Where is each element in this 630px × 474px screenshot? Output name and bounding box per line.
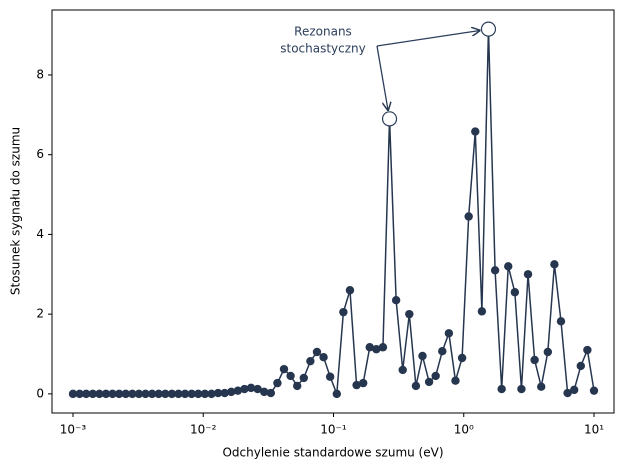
point xyxy=(266,388,276,398)
point xyxy=(207,389,216,399)
point xyxy=(431,371,440,381)
x-tick-label: 10⁻¹ xyxy=(320,423,347,437)
point xyxy=(510,288,520,297)
point xyxy=(418,351,427,361)
axes-frame xyxy=(51,9,615,414)
annotation-arrow xyxy=(376,45,388,111)
point xyxy=(174,389,183,399)
point xyxy=(497,384,506,394)
point xyxy=(471,127,480,136)
point xyxy=(246,383,256,393)
y-tick-label: 4 xyxy=(36,227,44,241)
series-line xyxy=(72,29,595,395)
point xyxy=(292,381,302,391)
point xyxy=(286,371,295,381)
point xyxy=(550,260,559,269)
point xyxy=(180,389,190,399)
y-tick-label: 8 xyxy=(36,67,44,81)
point xyxy=(444,329,454,338)
point xyxy=(81,389,91,399)
point xyxy=(68,389,78,399)
point xyxy=(187,389,196,399)
point xyxy=(260,387,269,397)
highlight-ring xyxy=(480,21,497,37)
point xyxy=(372,345,381,354)
point xyxy=(405,309,414,319)
point xyxy=(352,380,361,390)
y-tick-label: 2 xyxy=(36,307,44,321)
x-tick-label: 10⁻³ xyxy=(60,423,87,437)
point xyxy=(464,212,473,221)
point xyxy=(319,352,328,362)
point xyxy=(345,286,355,295)
point xyxy=(556,317,566,326)
point xyxy=(424,377,434,387)
point xyxy=(365,343,374,352)
point xyxy=(101,389,111,399)
point xyxy=(141,389,150,399)
point xyxy=(273,378,282,388)
point xyxy=(154,389,163,399)
point xyxy=(114,389,124,399)
point xyxy=(240,384,249,394)
point xyxy=(398,365,407,375)
point xyxy=(569,385,579,395)
point xyxy=(147,389,157,399)
point xyxy=(75,389,84,399)
point xyxy=(200,389,210,399)
point xyxy=(95,389,104,399)
point xyxy=(490,266,500,275)
point xyxy=(108,389,117,399)
x-tick-label: 10¹ xyxy=(584,423,604,437)
point xyxy=(325,372,335,381)
point xyxy=(88,389,97,399)
point xyxy=(121,389,130,399)
annotation-arrow xyxy=(376,30,481,47)
point xyxy=(477,307,487,316)
point xyxy=(576,361,585,371)
annotation-text: stochastyczny xyxy=(280,42,366,56)
point xyxy=(563,388,572,398)
point xyxy=(299,373,308,383)
point xyxy=(134,389,144,399)
annotation-text: Rezonans xyxy=(294,25,352,39)
point xyxy=(167,389,177,399)
point xyxy=(378,343,388,352)
point xyxy=(128,389,137,399)
point xyxy=(312,347,322,357)
point xyxy=(306,356,315,366)
point xyxy=(517,384,526,394)
point xyxy=(451,376,460,385)
y-tick-label: 0 xyxy=(36,386,44,400)
point xyxy=(194,389,203,399)
highlight-ring xyxy=(381,111,398,127)
point xyxy=(504,262,513,271)
point xyxy=(161,389,170,399)
x-tick-label: 10⁻² xyxy=(190,423,217,437)
point xyxy=(253,384,262,394)
point xyxy=(438,347,447,356)
point xyxy=(227,387,236,397)
y-axis-label: Stosunek sygnału do szumu xyxy=(9,127,23,295)
point xyxy=(411,381,421,391)
point xyxy=(213,388,223,398)
point xyxy=(332,389,341,399)
point xyxy=(583,345,592,355)
point xyxy=(523,270,533,279)
point xyxy=(537,382,546,391)
x-axis-label: Odchylenie standardowe szumu (eV) xyxy=(222,446,443,460)
point xyxy=(457,353,467,363)
point xyxy=(279,364,289,374)
point xyxy=(589,386,599,395)
point xyxy=(530,355,539,365)
point xyxy=(543,347,553,357)
point xyxy=(339,307,348,317)
point xyxy=(220,388,229,398)
point xyxy=(358,378,368,388)
point xyxy=(233,386,243,395)
y-tick-label: 6 xyxy=(36,147,44,161)
x-tick-label: 10⁰ xyxy=(454,423,474,437)
point xyxy=(391,295,401,305)
